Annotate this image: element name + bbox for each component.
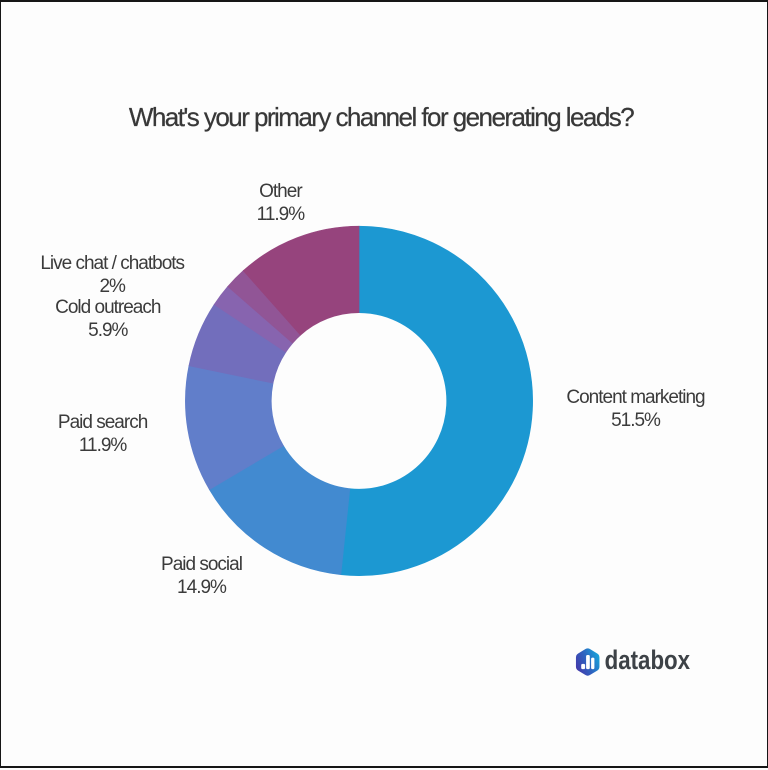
svg-text:databox: databox [605, 646, 691, 675]
